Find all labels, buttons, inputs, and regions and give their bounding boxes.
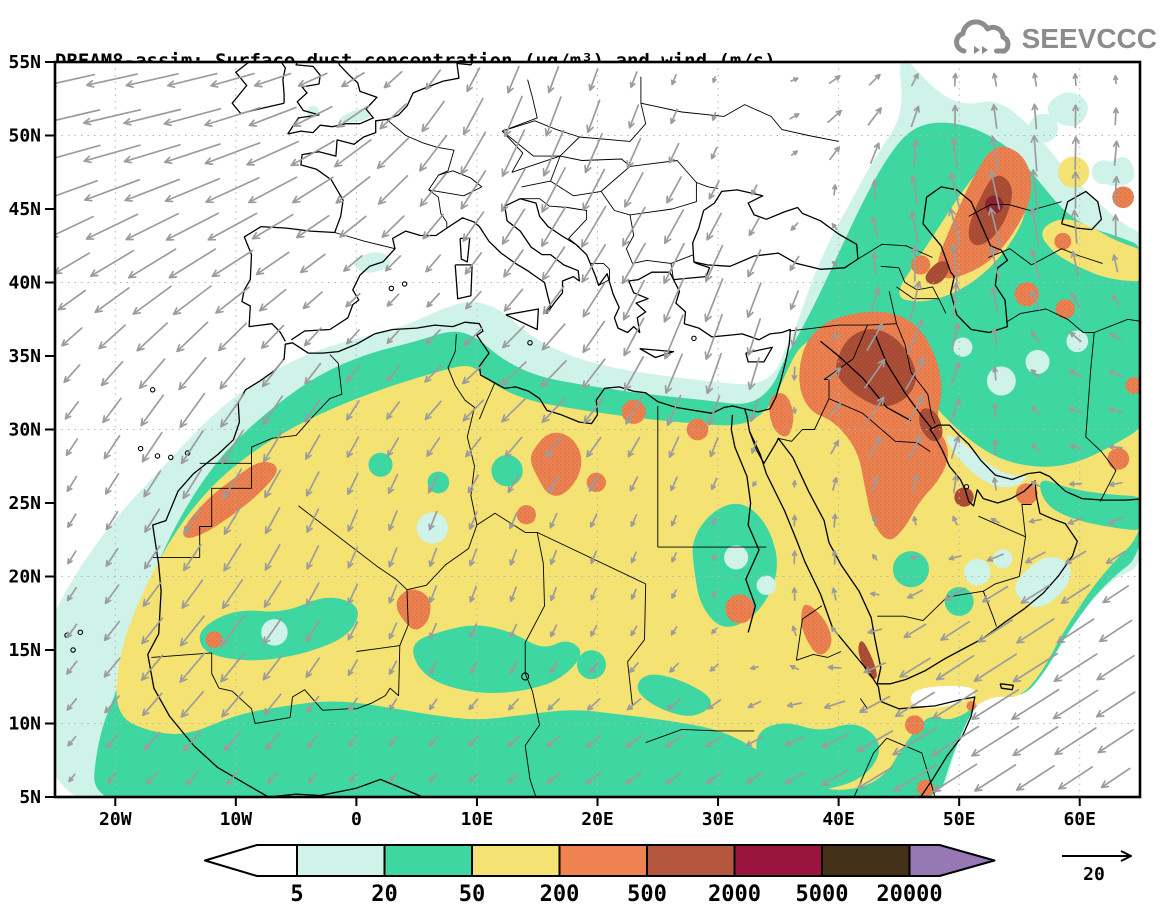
graticule <box>55 62 1140 797</box>
dust-region-libya-spot <box>491 454 523 487</box>
dust-region-corner-spot-1 <box>1047 92 1088 127</box>
dust-region-turkmen-cyan <box>1066 330 1089 353</box>
dust-region-sudan-cyan-2 <box>756 575 776 595</box>
cloud-icon <box>953 19 1011 54</box>
dust-region-sudan-south-ge20 <box>637 674 711 716</box>
logo-text: SEEVCCC <box>1021 23 1157 54</box>
dust-region-kazakh-yellow-3 <box>1058 156 1090 188</box>
lat-label-30N: 30N <box>8 420 41 441</box>
lat-label-5N: 5N <box>19 787 41 808</box>
dust-region-niger-chad-ge20 <box>413 625 581 693</box>
dust-region-iran-cyan-2 <box>1025 349 1050 374</box>
lat-label-55N: 55N <box>8 52 41 73</box>
wind-reference: 20 <box>1062 850 1132 885</box>
dust-region-oman-coast-cyan <box>1015 556 1071 608</box>
wind-ref-label: 20 <box>1083 864 1105 885</box>
lat-label-50N: 50N <box>8 126 41 147</box>
dust-region-algeria-spot1 <box>368 452 393 477</box>
lon-label-50E: 50E <box>943 809 976 830</box>
dust-region-iran-cyan-3 <box>953 337 973 357</box>
dust-region-persian-gulf-cyan <box>946 435 1027 488</box>
lon-label-40E: 40E <box>822 809 855 830</box>
dust-region-rub-alkhali-cyan-1 <box>963 558 991 586</box>
dust-region-horn-ge20 <box>756 723 880 790</box>
dust-region-kazakh-cyan-2 <box>1091 160 1116 185</box>
lat-label-45N: 45N <box>8 199 41 220</box>
lat-label-40N: 40N <box>8 273 41 294</box>
dust-region-algeria-spot2 <box>427 471 450 494</box>
axis-labels: 55N 50N 45N 40N 35N 30N 25N 20N 15N 10N 5N 20W 10W 0 1… <box>8 52 1095 830</box>
colorbar-label-200: 200 <box>540 882 580 907</box>
dust-region-sudan-cyan-1 <box>724 545 749 570</box>
colorbar-label-50: 50 <box>459 882 486 907</box>
dust-region-rub-alkhali-cyan-2 <box>992 549 1013 569</box>
dust-region-ne-spain-ge5 <box>354 252 390 273</box>
lat-label-10N: 10N <box>8 714 41 735</box>
dust-region-iran-cyan-1 <box>986 366 1016 396</box>
colorbar-label-5000: 5000 <box>796 882 849 907</box>
dust-region-arabia-spot1 <box>892 551 930 588</box>
colorbar-label-20: 20 <box>371 882 398 907</box>
colorbar-label-2000: 2000 <box>708 882 761 907</box>
lon-label-60E: 60E <box>1063 809 1096 830</box>
colorbar-label-5: 5 <box>290 882 303 907</box>
lat-label-15N: 15N <box>8 640 41 661</box>
lon-label-30E: 30E <box>702 809 735 830</box>
lon-label-10W: 10W <box>220 809 253 830</box>
colorbar-label-20000: 20000 <box>876 882 942 907</box>
lon-label-0: 0 <box>351 809 362 830</box>
lat-label-25N: 25N <box>8 493 41 514</box>
lat-label-35N: 35N <box>8 346 41 367</box>
colorbar: 5 20 50 200 500 2000 5000 20000 <box>204 844 996 907</box>
lon-label-20E: 20E <box>581 809 614 830</box>
lat-label-20N: 20N <box>8 567 41 588</box>
colorbar-label-500: 500 <box>627 882 667 907</box>
dust-region-chad-sudan-spot <box>577 650 606 680</box>
seevccc-logo: SEEVCCC <box>950 18 1157 60</box>
wind-arrows <box>55 65 1136 793</box>
dust-region-gulf-oman-ge20 <box>1040 480 1140 530</box>
lon-label-20W: 20W <box>99 809 132 830</box>
lon-label-10E: 10E <box>461 809 494 830</box>
